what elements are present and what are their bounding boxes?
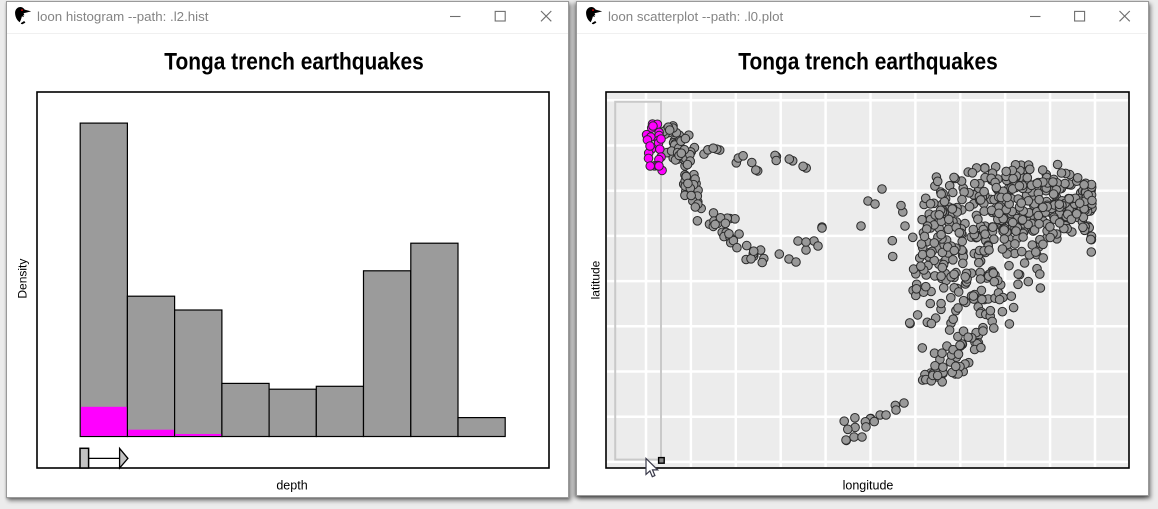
svg-text:latitude: latitude [589,260,603,299]
svg-text:Tonga trench earthquakes: Tonga trench earthquakes [164,49,424,76]
svg-text:Density: Density [16,259,30,299]
svg-text:Tonga trench earthquakes: Tonga trench earthquakes [738,49,998,76]
svg-text:depth: depth [276,478,307,492]
svg-text:longitude: longitude [843,478,894,492]
svg-text:loon scatterplot --path: .l0.p: loon scatterplot --path: .l0.plot [608,9,783,24]
svg-text:loon histogram --path: .l2.his: loon histogram --path: .l2.hist [37,9,209,24]
